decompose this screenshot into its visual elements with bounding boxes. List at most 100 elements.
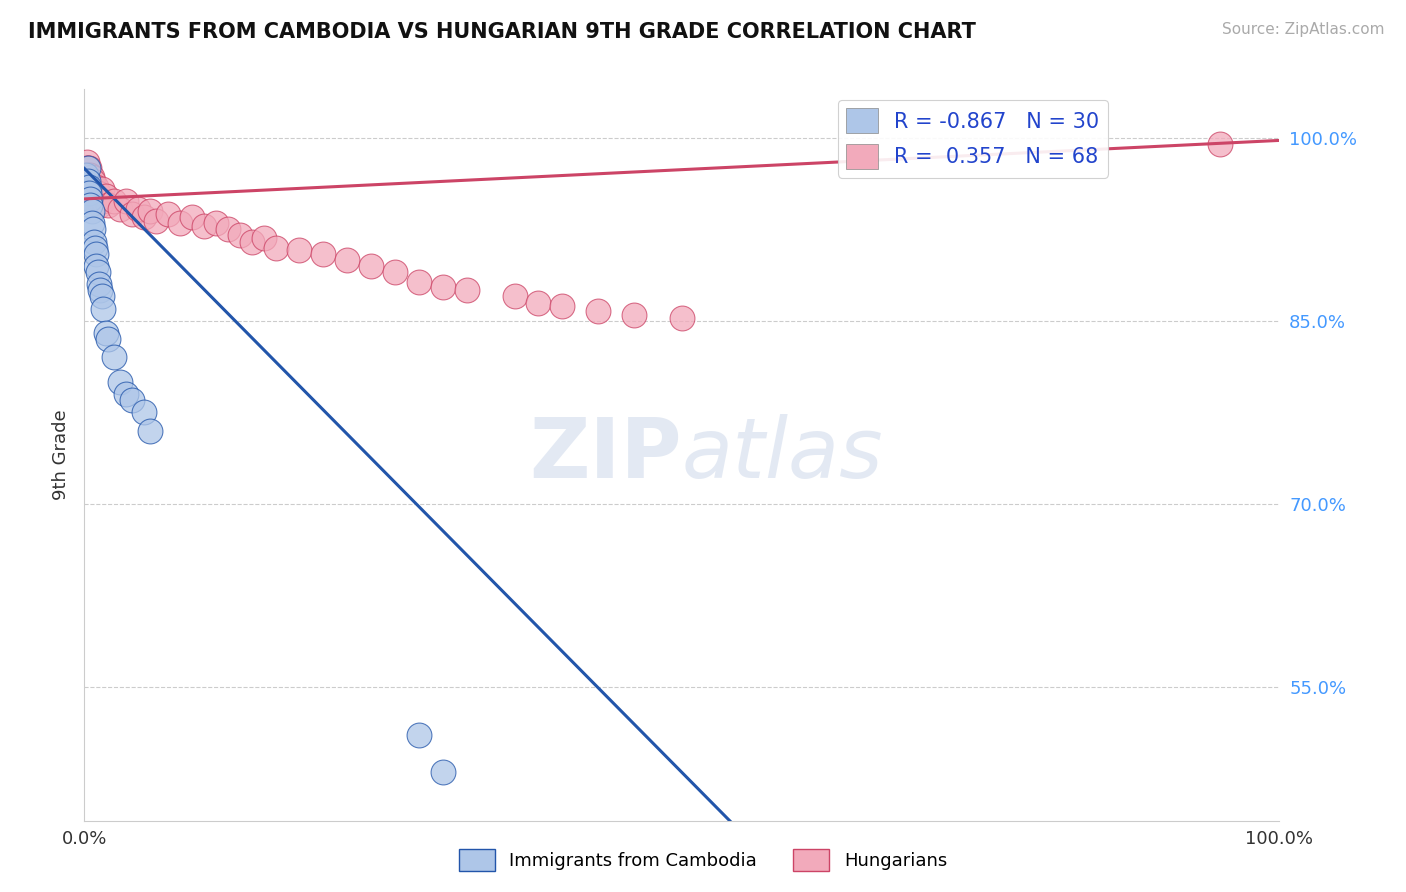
Text: Source: ZipAtlas.com: Source: ZipAtlas.com	[1222, 22, 1385, 37]
Point	[77, 161, 100, 176]
Point	[229, 228, 252, 243]
Point	[76, 168, 98, 182]
Point	[87, 192, 110, 206]
Point	[408, 728, 430, 742]
Point	[103, 351, 125, 365]
Point	[551, 299, 574, 313]
Point	[77, 186, 100, 200]
Point	[83, 194, 105, 209]
Point	[456, 284, 478, 298]
Point	[240, 235, 263, 249]
Point	[80, 204, 103, 219]
Point	[77, 161, 100, 176]
Point	[1209, 137, 1232, 152]
Point	[503, 289, 526, 303]
Point	[360, 259, 382, 273]
Point	[336, 252, 359, 267]
Point	[89, 198, 111, 212]
Point	[97, 198, 120, 212]
Point	[82, 189, 104, 203]
Point	[588, 304, 610, 318]
Point	[77, 186, 100, 200]
Point	[75, 161, 97, 176]
Point	[193, 219, 215, 233]
Point	[77, 168, 100, 182]
Point	[82, 222, 104, 236]
Point	[103, 194, 125, 209]
Point	[145, 214, 167, 228]
Point	[115, 387, 138, 401]
Point	[288, 243, 311, 257]
Point	[77, 174, 100, 188]
Y-axis label: 9th Grade: 9th Grade	[52, 409, 70, 500]
Point	[384, 265, 406, 279]
Point	[75, 168, 97, 182]
Point	[77, 161, 100, 176]
Point	[132, 405, 156, 419]
Point	[83, 235, 105, 249]
Point	[79, 192, 101, 206]
Point	[93, 301, 115, 316]
Point	[432, 764, 454, 779]
Point	[432, 279, 454, 293]
Point	[77, 174, 100, 188]
Point	[84, 186, 107, 200]
Point	[169, 216, 191, 230]
Point	[80, 216, 103, 230]
Point	[121, 206, 143, 220]
Point	[139, 204, 162, 219]
Point	[76, 179, 98, 194]
Point	[110, 375, 132, 389]
Point	[76, 161, 98, 176]
Point	[83, 179, 105, 194]
Point	[77, 186, 100, 200]
Point	[80, 186, 103, 200]
Point	[79, 192, 101, 206]
Point	[87, 277, 110, 292]
Point	[91, 182, 114, 196]
Point	[671, 311, 693, 326]
Point	[97, 332, 120, 346]
Point	[75, 168, 97, 182]
Point	[139, 424, 162, 438]
Point	[86, 247, 108, 261]
Legend: Immigrants from Cambodia, Hungarians: Immigrants from Cambodia, Hungarians	[451, 842, 955, 879]
Text: IMMIGRANTS FROM CAMBODIA VS HUNGARIAN 9TH GRADE CORRELATION CHART: IMMIGRANTS FROM CAMBODIA VS HUNGARIAN 9T…	[28, 22, 976, 42]
Point	[205, 216, 228, 230]
Point	[86, 179, 108, 194]
Point	[157, 206, 180, 220]
Point	[80, 169, 103, 184]
Point	[84, 241, 107, 255]
Point	[121, 393, 143, 408]
Point	[264, 241, 287, 255]
Point	[79, 174, 101, 188]
Point	[93, 194, 115, 209]
Point	[253, 231, 276, 245]
Point	[91, 289, 114, 303]
Point	[79, 168, 101, 182]
Point	[77, 179, 100, 194]
Point	[79, 182, 101, 196]
Text: atlas: atlas	[682, 415, 883, 495]
Point	[86, 265, 108, 279]
Point	[76, 155, 98, 169]
Point	[181, 211, 204, 225]
Point	[110, 202, 132, 216]
Point	[86, 186, 108, 200]
Point	[132, 211, 156, 225]
Point	[76, 174, 98, 188]
Point	[86, 194, 108, 209]
Point	[527, 295, 550, 310]
Point	[89, 284, 111, 298]
Point	[408, 275, 430, 289]
Text: ZIP: ZIP	[530, 415, 682, 495]
Point	[82, 174, 104, 188]
Point	[115, 194, 138, 209]
Legend: R = -0.867   N = 30, R =  0.357   N = 68: R = -0.867 N = 30, R = 0.357 N = 68	[838, 100, 1108, 178]
Point	[217, 222, 239, 236]
Point	[312, 247, 335, 261]
Point	[77, 174, 100, 188]
Point	[79, 198, 101, 212]
Point	[77, 179, 100, 194]
Point	[94, 326, 117, 340]
